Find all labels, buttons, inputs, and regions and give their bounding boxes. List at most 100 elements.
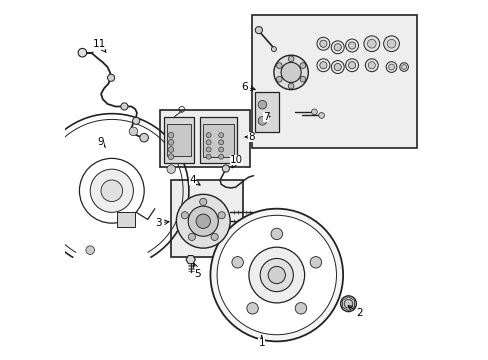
Circle shape bbox=[348, 42, 355, 49]
Text: 3: 3 bbox=[155, 218, 169, 228]
Circle shape bbox=[107, 74, 115, 81]
Circle shape bbox=[86, 246, 94, 255]
Circle shape bbox=[218, 147, 223, 152]
Circle shape bbox=[344, 300, 352, 308]
Bar bbox=[199, 117, 237, 163]
Text: 10: 10 bbox=[229, 155, 243, 168]
Circle shape bbox=[140, 134, 148, 142]
Circle shape bbox=[330, 41, 344, 54]
Circle shape bbox=[132, 117, 140, 125]
Circle shape bbox=[246, 302, 258, 314]
Circle shape bbox=[388, 64, 394, 70]
Circle shape bbox=[366, 39, 375, 48]
Circle shape bbox=[267, 266, 285, 284]
Circle shape bbox=[340, 296, 356, 312]
Circle shape bbox=[218, 212, 225, 219]
Circle shape bbox=[248, 247, 304, 303]
Circle shape bbox=[273, 55, 308, 90]
Circle shape bbox=[78, 48, 86, 57]
Text: 7: 7 bbox=[262, 112, 269, 122]
Circle shape bbox=[276, 63, 282, 68]
Circle shape bbox=[399, 63, 407, 71]
Circle shape bbox=[166, 165, 175, 174]
Circle shape bbox=[206, 154, 211, 159]
Circle shape bbox=[199, 198, 206, 206]
Circle shape bbox=[90, 169, 133, 212]
Bar bbox=[163, 117, 194, 163]
Text: 4: 4 bbox=[189, 175, 200, 185]
Circle shape bbox=[260, 258, 293, 292]
Circle shape bbox=[383, 36, 399, 51]
Text: 6: 6 bbox=[241, 82, 255, 92]
Bar bbox=[160, 110, 249, 167]
Circle shape bbox=[217, 215, 336, 335]
Circle shape bbox=[188, 233, 195, 240]
Circle shape bbox=[319, 62, 326, 69]
Circle shape bbox=[258, 100, 266, 109]
Text: 2: 2 bbox=[347, 306, 362, 318]
Circle shape bbox=[218, 140, 223, 145]
Text: 5: 5 bbox=[193, 263, 201, 279]
Circle shape bbox=[318, 113, 324, 118]
Circle shape bbox=[196, 214, 210, 228]
Bar bbox=[117, 212, 135, 226]
Circle shape bbox=[309, 257, 321, 268]
Circle shape bbox=[206, 133, 211, 138]
Circle shape bbox=[345, 59, 358, 72]
Text: 8: 8 bbox=[245, 132, 254, 142]
Circle shape bbox=[258, 117, 266, 125]
Bar bbox=[255, 92, 278, 132]
Circle shape bbox=[168, 147, 174, 152]
Circle shape bbox=[121, 103, 128, 110]
Circle shape bbox=[211, 233, 218, 240]
Circle shape bbox=[231, 257, 243, 268]
Circle shape bbox=[345, 39, 358, 52]
Circle shape bbox=[210, 209, 343, 341]
Circle shape bbox=[101, 180, 122, 202]
Circle shape bbox=[300, 63, 305, 68]
Circle shape bbox=[176, 194, 230, 248]
Text: 9: 9 bbox=[97, 137, 105, 147]
Circle shape bbox=[281, 62, 301, 82]
Circle shape bbox=[333, 44, 341, 51]
Bar bbox=[202, 124, 234, 157]
Circle shape bbox=[168, 132, 174, 138]
Circle shape bbox=[316, 59, 329, 72]
Circle shape bbox=[79, 158, 144, 223]
Circle shape bbox=[222, 165, 229, 172]
Bar bbox=[171, 180, 242, 257]
Circle shape bbox=[218, 154, 223, 159]
Circle shape bbox=[168, 139, 174, 145]
Circle shape bbox=[168, 154, 174, 159]
Circle shape bbox=[367, 62, 375, 69]
Circle shape bbox=[386, 39, 395, 48]
Circle shape bbox=[188, 206, 218, 236]
Bar bbox=[167, 124, 190, 156]
Circle shape bbox=[181, 212, 188, 219]
Circle shape bbox=[271, 46, 276, 51]
Circle shape bbox=[363, 36, 379, 51]
Circle shape bbox=[300, 76, 305, 82]
Text: 1: 1 bbox=[258, 336, 264, 348]
Circle shape bbox=[218, 133, 223, 138]
Circle shape bbox=[333, 63, 341, 71]
Circle shape bbox=[348, 62, 355, 69]
Bar bbox=[251, 15, 416, 148]
Circle shape bbox=[206, 147, 211, 152]
Circle shape bbox=[319, 40, 326, 47]
Circle shape bbox=[316, 37, 329, 50]
Circle shape bbox=[330, 60, 344, 73]
Circle shape bbox=[287, 56, 293, 62]
Circle shape bbox=[295, 302, 306, 314]
Circle shape bbox=[255, 27, 262, 34]
Text: 11: 11 bbox=[92, 39, 106, 52]
Circle shape bbox=[365, 59, 378, 72]
Circle shape bbox=[311, 109, 317, 115]
Polygon shape bbox=[185, 256, 195, 264]
Circle shape bbox=[206, 140, 211, 145]
Circle shape bbox=[48, 165, 57, 174]
Circle shape bbox=[287, 83, 293, 89]
Circle shape bbox=[270, 228, 282, 240]
Circle shape bbox=[129, 127, 138, 136]
Circle shape bbox=[276, 76, 282, 82]
